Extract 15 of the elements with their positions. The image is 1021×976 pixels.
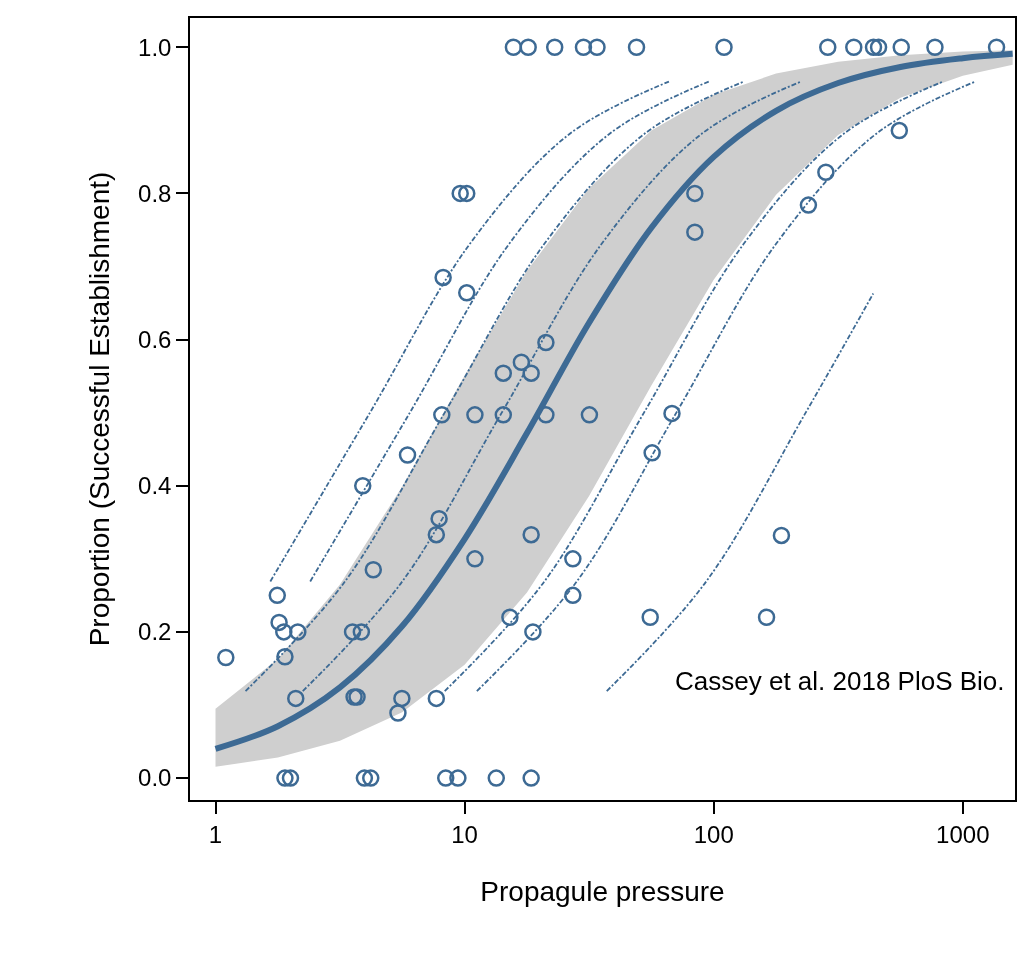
line-series bbox=[309, 80, 710, 583]
annotation: Cassey et al. 2018 PloS Bio. bbox=[675, 666, 1005, 696]
y-tick-label: 0.8 bbox=[138, 179, 172, 207]
x-tick-label: 100 bbox=[693, 820, 734, 848]
x-axis-title: Propagule pressure bbox=[480, 876, 725, 908]
y-tick-label: 0.2 bbox=[138, 618, 172, 646]
y-tick-label: 1.0 bbox=[138, 33, 172, 61]
y-tick-label: 0.6 bbox=[138, 325, 172, 353]
x-tick-label: 1000 bbox=[936, 820, 990, 848]
x-tick-label: 10 bbox=[451, 820, 478, 848]
line-series bbox=[269, 80, 670, 583]
y-tick-label: 0.4 bbox=[138, 472, 172, 500]
x-tick-label: 1 bbox=[208, 820, 223, 848]
y-tick-label: 0.0 bbox=[138, 764, 172, 792]
y-axis-title: Proportion (Successful Establishment) bbox=[84, 171, 116, 647]
